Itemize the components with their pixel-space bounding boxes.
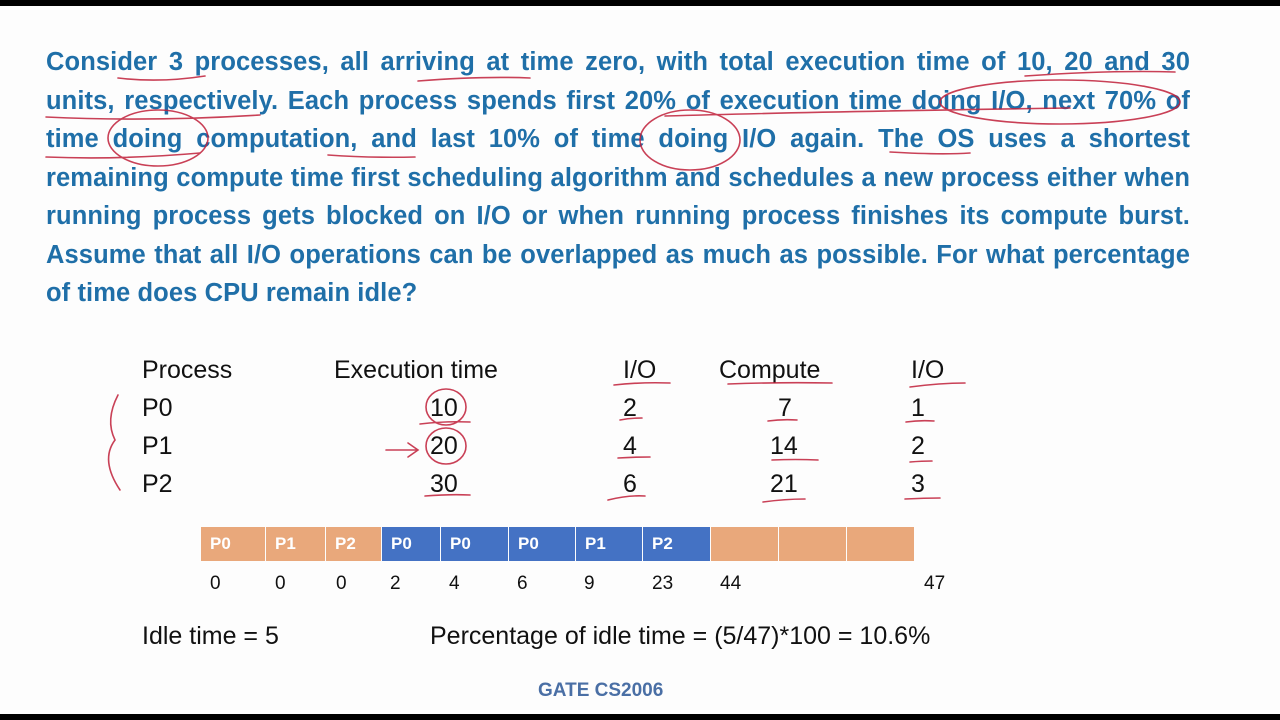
time-tick: 6 bbox=[517, 573, 528, 594]
gantt-block: P2 bbox=[643, 527, 710, 561]
time-tick: 44 bbox=[720, 573, 742, 594]
header-compute: Compute bbox=[719, 356, 821, 384]
time-tick: 2 bbox=[390, 573, 401, 594]
row-p2-io2: 3 bbox=[911, 470, 925, 498]
gantt-block-idle bbox=[779, 527, 846, 561]
gantt-block: P0 bbox=[441, 527, 508, 561]
gantt-block: P0 bbox=[382, 527, 440, 561]
idle-time-result: Idle time = 5 bbox=[142, 622, 279, 650]
row-p0-io1: 2 bbox=[623, 394, 637, 422]
row-p1-io2: 2 bbox=[911, 432, 925, 460]
time-tick: 4 bbox=[449, 573, 460, 594]
header-process: Process bbox=[142, 356, 233, 384]
bottom-border bbox=[0, 714, 1280, 720]
underline-icon bbox=[909, 460, 933, 463]
row-p1-compute: 14 bbox=[770, 432, 798, 460]
time-tick: 0 bbox=[336, 573, 347, 594]
time-tick: 0 bbox=[275, 573, 286, 594]
time-tick: 9 bbox=[584, 573, 595, 594]
row-p2-io1: 6 bbox=[623, 470, 637, 498]
question-text: Consider 3 processes, all arriving at ti… bbox=[46, 48, 1190, 307]
arrow-icon bbox=[385, 442, 420, 458]
gantt-block: P2 bbox=[326, 527, 381, 561]
header-io-last: I/O bbox=[911, 356, 945, 384]
gantt-block-idle bbox=[711, 527, 778, 561]
row-p2-exec: 30 bbox=[430, 470, 458, 498]
top-border bbox=[0, 0, 1280, 6]
underline-icon bbox=[762, 498, 806, 503]
row-p1-io1: 4 bbox=[623, 432, 637, 460]
gantt-block: P0 bbox=[201, 527, 265, 561]
idle-percentage-result: Percentage of idle time = (5/47)*100 = 1… bbox=[430, 622, 931, 650]
row-p1-exec: 20 bbox=[430, 432, 458, 460]
time-tick: 23 bbox=[652, 573, 674, 594]
gantt-block-idle bbox=[847, 527, 914, 561]
row-p2-process: P2 bbox=[142, 470, 173, 498]
gantt-block: P1 bbox=[266, 527, 325, 561]
row-p1-process: P1 bbox=[142, 432, 173, 460]
brace-icon bbox=[107, 394, 121, 491]
gantt-block: P0 bbox=[509, 527, 575, 561]
row-p2-compute: 21 bbox=[770, 470, 798, 498]
source-label: GATE CS2006 bbox=[538, 680, 664, 701]
header-io-first: I/O bbox=[623, 356, 657, 384]
row-p0-process: P0 bbox=[142, 394, 173, 422]
gantt-block: P1 bbox=[576, 527, 642, 561]
header-execution-time: Execution time bbox=[334, 356, 498, 384]
row-p0-io2: 1 bbox=[911, 394, 925, 422]
time-tick: 47 bbox=[924, 573, 946, 594]
row-p0-exec: 10 bbox=[430, 394, 458, 422]
time-tick: 0 bbox=[210, 573, 221, 594]
row-p0-compute: 7 bbox=[778, 394, 792, 422]
